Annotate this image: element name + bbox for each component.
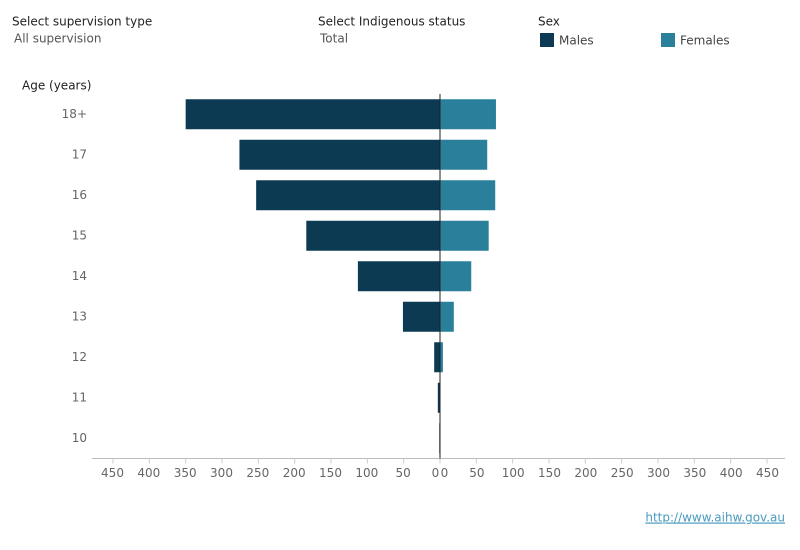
legend-label[interactable]: Females	[680, 34, 730, 48]
legend-swatch[interactable]	[661, 33, 675, 47]
filter-label: Select supervision type	[12, 15, 152, 29]
legend-label[interactable]: Males	[559, 34, 594, 48]
x-tick-label: 350	[174, 466, 197, 480]
x-tick-label: 300	[647, 466, 670, 480]
bar	[357, 261, 440, 292]
x-tick-label: 200	[283, 466, 306, 480]
bar	[440, 342, 443, 373]
x-tick-label: 450	[101, 466, 124, 480]
filter-label: Select Indigenous status	[318, 15, 465, 29]
x-tick-label: 250	[246, 466, 269, 480]
x-tick-label: 200	[574, 466, 597, 480]
bar	[306, 220, 440, 251]
bar	[440, 261, 472, 292]
y-tick-label: 13	[72, 309, 87, 323]
x-tick-label: 0	[432, 466, 440, 480]
x-tick-label: 450	[756, 466, 779, 480]
x-tick-label: 50	[469, 466, 484, 480]
bar	[185, 99, 440, 130]
y-tick-label: 17	[72, 147, 87, 161]
x-tick-label: 0	[441, 466, 449, 480]
y-tick-label: 11	[72, 390, 87, 404]
x-tick-label: 400	[137, 466, 160, 480]
y-tick-label: 12	[72, 350, 87, 364]
bar	[437, 382, 440, 413]
y-tick-label: 18+	[62, 107, 87, 121]
x-tick-label: 350	[683, 466, 706, 480]
x-tick-label: 300	[210, 466, 233, 480]
bar	[402, 301, 440, 332]
x-tick-label: 250	[611, 466, 634, 480]
y-tick-label: 15	[72, 228, 87, 242]
bar	[440, 301, 454, 332]
bar	[440, 99, 496, 130]
y-tick-label: 16	[72, 188, 87, 202]
x-tick-label: 100	[355, 466, 378, 480]
source-link[interactable]: http://www.aihw.gov.au	[645, 511, 785, 525]
y-tick-label: 14	[72, 269, 87, 283]
x-tick-label: 50	[396, 466, 411, 480]
bar	[440, 220, 489, 251]
y-axis-label: Age (years)	[22, 79, 91, 93]
filter-value[interactable]: Total	[319, 32, 348, 46]
x-tick-label: 150	[538, 466, 561, 480]
bar	[256, 180, 440, 211]
x-tick-label: 150	[319, 466, 342, 480]
bar	[239, 139, 440, 170]
legend-swatch[interactable]	[540, 33, 554, 47]
bar	[440, 139, 488, 170]
y-tick-label: 10	[72, 431, 87, 445]
legend-title: Sex	[538, 15, 560, 29]
x-tick-label: 400	[720, 466, 743, 480]
bar	[434, 342, 440, 373]
x-tick-label: 100	[502, 466, 525, 480]
filter-value[interactable]: All supervision	[14, 32, 101, 46]
bar	[440, 180, 496, 211]
